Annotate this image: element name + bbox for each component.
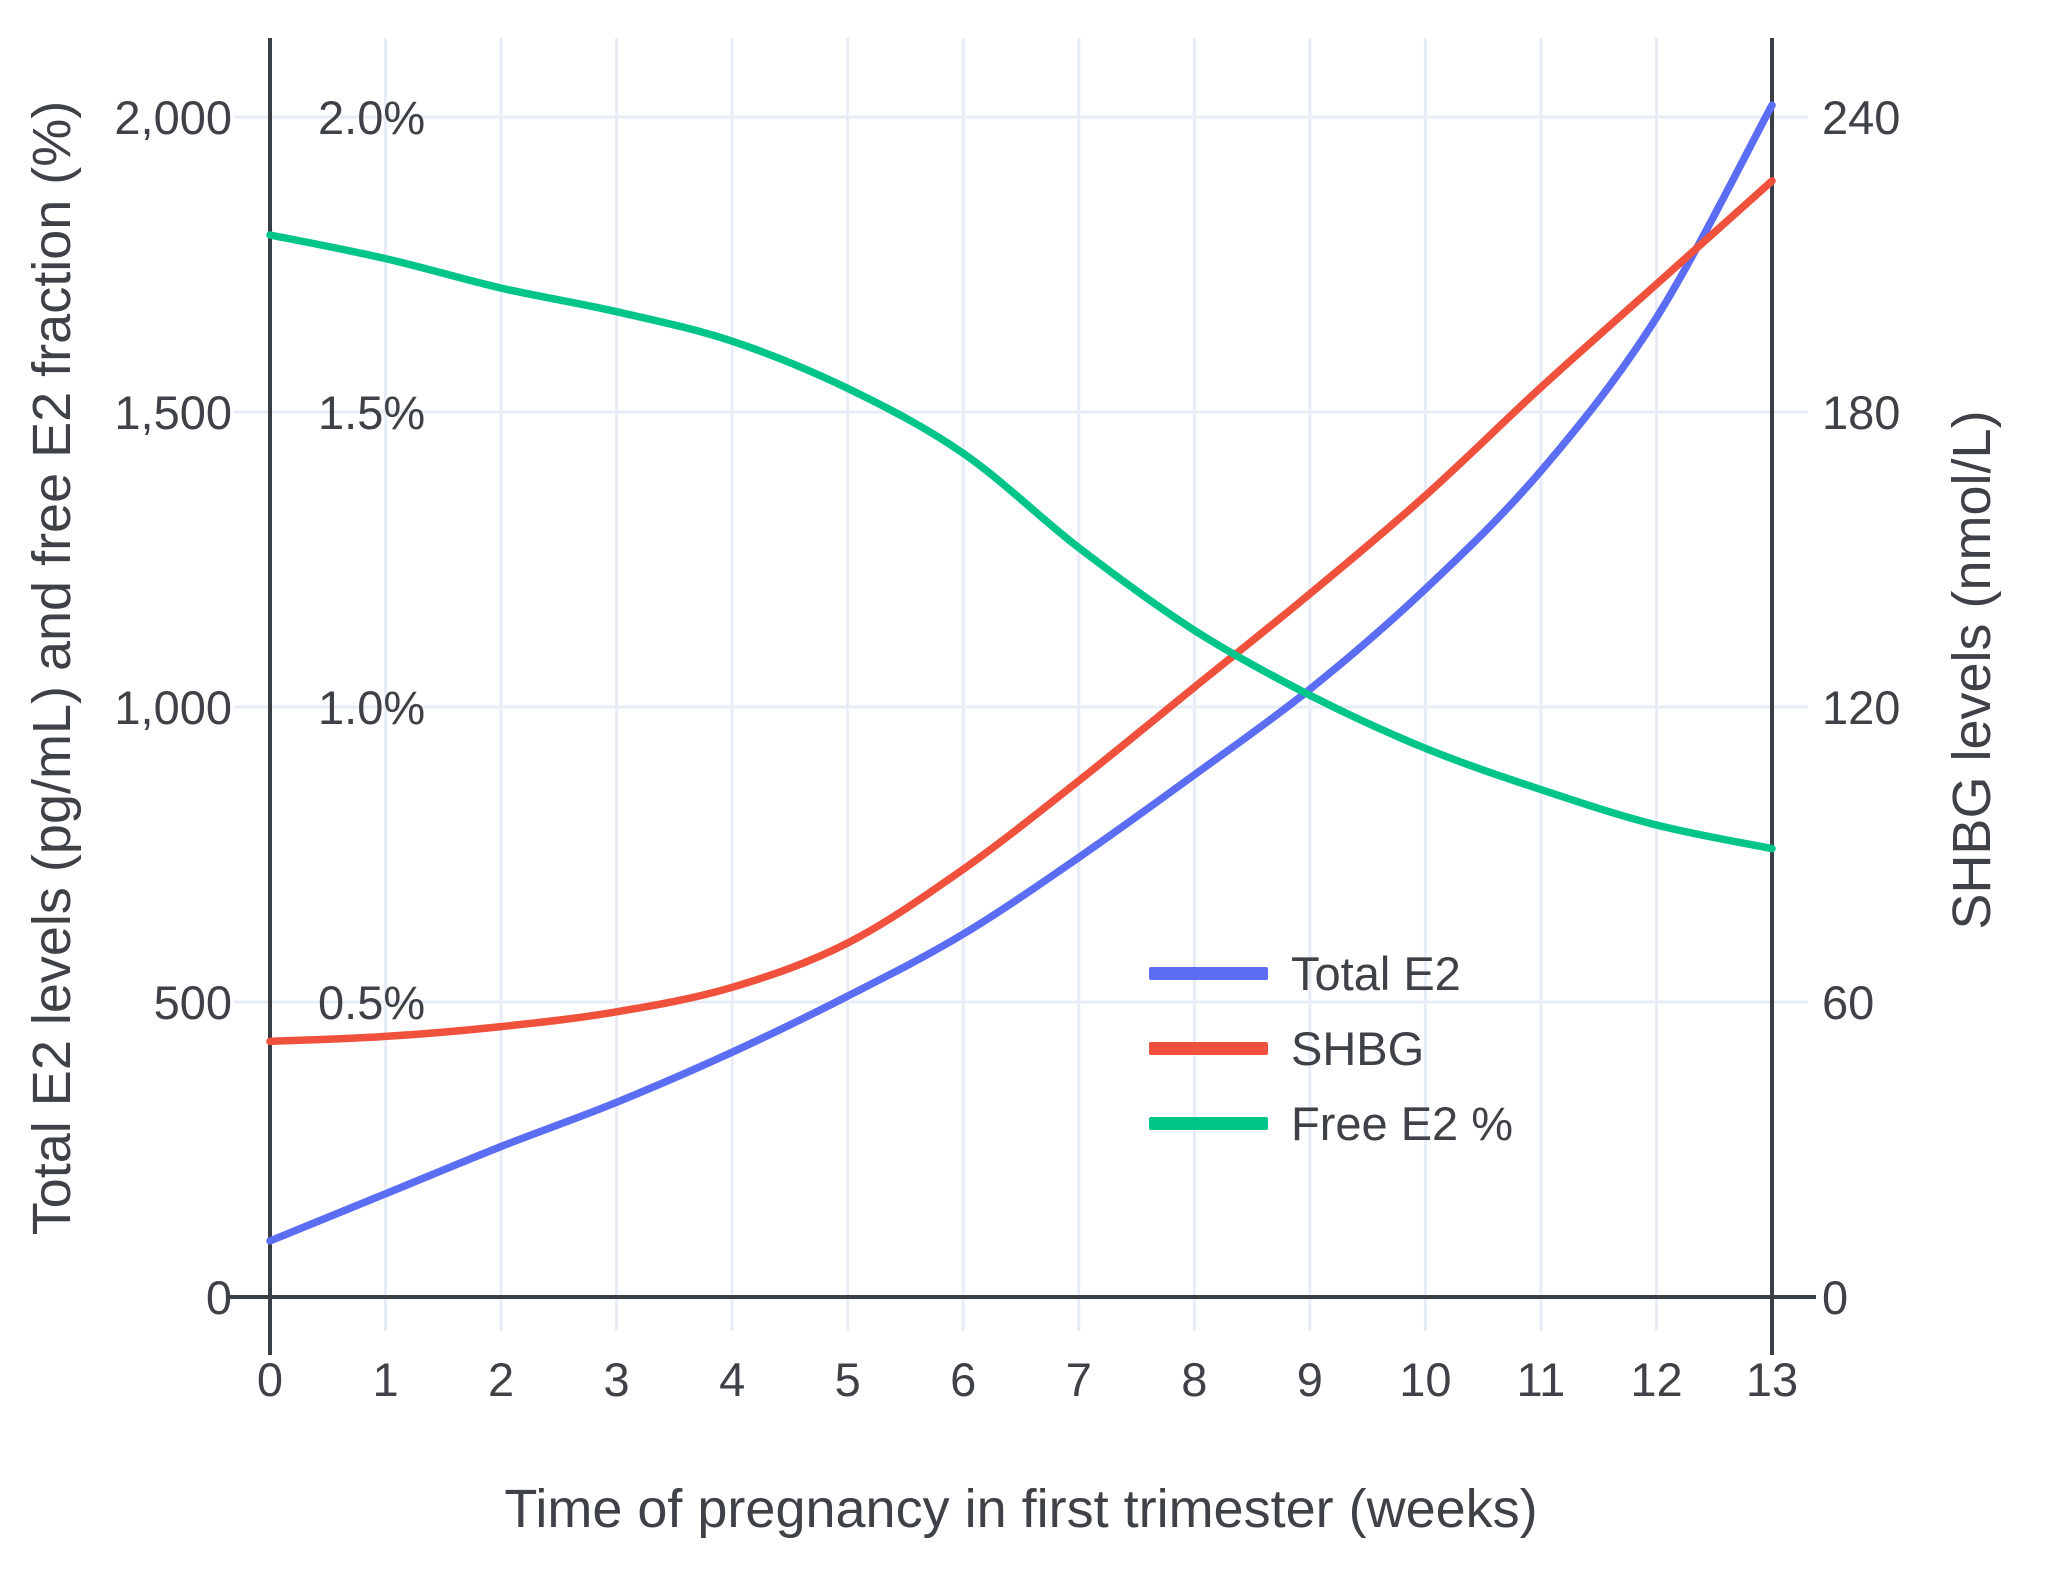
x-tick-label: 11	[1517, 1353, 1566, 1406]
y-right-axis-title: SHBG levels (nmol/L)	[1942, 410, 2002, 930]
y-right-tick-label: 180	[1822, 386, 1900, 439]
legend-item-shbg[interactable]: SHBG	[1149, 1021, 1513, 1075]
x-tick-label: 12	[1630, 1353, 1682, 1406]
x-tick-label: 10	[1399, 1353, 1451, 1406]
shbg-line	[266, 177, 1776, 1046]
total-e2-swatch	[1149, 966, 1268, 980]
free-e2--line	[266, 231, 1776, 853]
shbg-swatch	[1149, 1041, 1268, 1055]
y-left-tick-label: 1,000	[114, 681, 232, 734]
y-left-tick-label: 2,000	[114, 91, 232, 144]
x-tick-label: 6	[950, 1353, 976, 1406]
pct-tick-label: 1.5%	[318, 386, 425, 439]
y-left-axis-title: Total E2 levels (pg/mL) and free E2 frac…	[22, 100, 82, 1236]
y-right-tick-label: 60	[1822, 976, 1874, 1029]
x-tick-label: 2	[488, 1353, 514, 1406]
free-e2-swatch	[1149, 1116, 1268, 1130]
x-tick-label: 13	[1746, 1353, 1798, 1406]
pct-tick-label: 0.5%	[318, 976, 425, 1029]
legend-label-shbg: SHBG	[1291, 1021, 1425, 1075]
y-right-tick-label: 120	[1822, 681, 1900, 734]
x-axis-title: Time of pregnancy in first trimester (we…	[504, 1479, 1538, 1539]
legend-item-free-e2[interactable]: Free E2 %	[1149, 1096, 1514, 1150]
pct-tick-label: 2.0%	[318, 91, 425, 144]
y-right-tick-label: 0	[1822, 1271, 1848, 1324]
y-left-tick-label: 500	[154, 976, 232, 1029]
x-tick-label: 7	[1066, 1353, 1092, 1406]
pct-tick-label: 1.0%	[318, 681, 425, 734]
legend-label-total-e2: Total E2	[1291, 946, 1461, 1000]
x-tick-label: 4	[719, 1353, 745, 1406]
x-tick-label: 8	[1181, 1353, 1207, 1406]
y-left-tick-label: 0	[206, 1271, 232, 1324]
y-left-tick-label: 1,500	[114, 386, 232, 439]
legend: Total E2 SHBG Free E2 %	[1149, 946, 1514, 1173]
x-tick-label: 1	[372, 1353, 398, 1406]
x-tick-label: 5	[835, 1353, 861, 1406]
legend-label-free-e2: Free E2 %	[1291, 1096, 1514, 1150]
total-e2-line	[266, 101, 1776, 1245]
x-tick-label: 3	[604, 1353, 630, 1406]
y-right-tick-label: 240	[1822, 91, 1900, 144]
legend-item-total-e2[interactable]: Total E2	[1149, 946, 1513, 1000]
x-tick-label: 9	[1297, 1353, 1323, 1406]
x-tick-label: 0	[257, 1353, 283, 1406]
